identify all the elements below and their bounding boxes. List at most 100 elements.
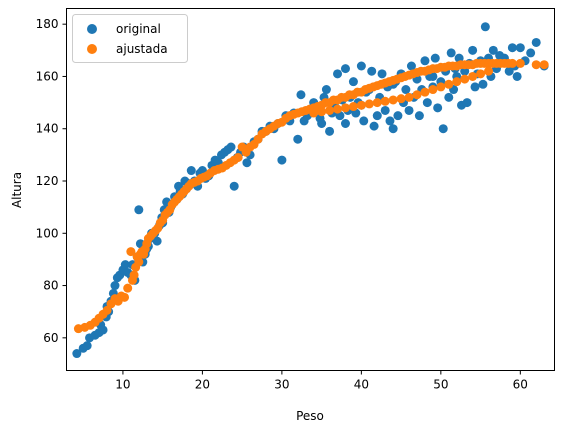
point-original — [430, 53, 440, 63]
y-tick-label: 100 — [36, 226, 59, 240]
point-ajustada — [412, 90, 422, 100]
point-ajustada — [420, 87, 430, 97]
point-ajustada — [126, 247, 136, 257]
point-ajustada — [309, 108, 319, 118]
legend-label-ajustada: ajustada — [116, 42, 168, 56]
point-ajustada — [129, 270, 139, 280]
point-ajustada — [452, 77, 462, 87]
point-ajustada — [484, 66, 494, 76]
point-original — [72, 349, 82, 359]
point-original — [414, 111, 424, 121]
y-tick-label: 180 — [36, 17, 59, 31]
point-original — [229, 181, 239, 191]
y-tick-label: 120 — [36, 174, 59, 188]
point-original — [401, 85, 411, 95]
x-axis-title: Peso — [296, 409, 324, 423]
point-original — [317, 119, 327, 128]
point-ajustada — [372, 98, 382, 108]
point-original — [120, 260, 130, 270]
point-original — [377, 69, 387, 79]
x-tick-label: 60 — [513, 378, 528, 392]
point-original — [110, 281, 120, 291]
legend-marker-original — [87, 24, 97, 34]
point-original — [515, 43, 525, 53]
point-ajustada — [539, 60, 549, 70]
point-original — [134, 205, 144, 215]
point-original — [388, 124, 398, 134]
point-ajustada — [468, 71, 478, 81]
point-original — [348, 77, 358, 87]
point-original — [321, 85, 331, 95]
point-ajustada — [396, 94, 406, 104]
point-ajustada — [348, 102, 358, 112]
y-axis-ticks: 60 80 100 120 140 160 180 — [36, 17, 67, 345]
point-ajustada — [120, 292, 130, 302]
y-tick-label: 60 — [43, 331, 58, 345]
legend-label-original: original — [116, 22, 161, 36]
point-original — [480, 22, 490, 32]
point-original — [428, 71, 438, 81]
points-layer — [72, 22, 549, 359]
x-tick-label: 10 — [115, 378, 130, 392]
point-original — [420, 56, 430, 66]
point-ajustada — [333, 104, 343, 114]
point-original — [462, 98, 472, 108]
point-original — [512, 71, 522, 81]
point-original — [356, 61, 366, 71]
x-tick-label: 40 — [354, 378, 369, 392]
point-original — [438, 124, 448, 134]
y-axis-title: Altura — [10, 172, 24, 208]
point-ajustada — [364, 99, 374, 109]
point-original — [82, 341, 92, 351]
point-original — [98, 325, 108, 335]
legend: original ajustada — [72, 14, 188, 63]
y-tick-label: 80 — [43, 279, 58, 293]
point-ajustada — [380, 96, 390, 106]
point-original — [468, 45, 478, 55]
point-original — [478, 79, 488, 89]
point-original — [152, 236, 162, 246]
point-original — [470, 82, 480, 92]
point-original — [404, 105, 414, 115]
point-original — [446, 48, 456, 58]
point-original — [340, 64, 350, 74]
point-original — [186, 166, 196, 176]
point-original — [433, 103, 443, 113]
point-ajustada — [515, 58, 525, 68]
point-original — [422, 98, 432, 108]
point-ajustada — [340, 103, 350, 113]
point-original — [507, 43, 517, 53]
point-ajustada — [134, 257, 144, 267]
x-tick-label: 50 — [433, 378, 448, 392]
legend-box — [72, 14, 188, 63]
x-tick-label: 30 — [274, 378, 289, 392]
legend-marker-ajustada — [87, 44, 97, 54]
plot-frame — [66, 8, 555, 371]
point-original — [526, 48, 536, 58]
point-ajustada — [123, 283, 133, 293]
point-ajustada — [460, 74, 470, 84]
point-original — [242, 158, 252, 168]
point-ajustada — [428, 85, 438, 95]
point-ajustada — [507, 58, 517, 68]
point-original — [340, 119, 350, 128]
point-original — [325, 126, 335, 136]
point-original — [406, 61, 416, 71]
point-original — [359, 116, 369, 126]
point-ajustada — [531, 60, 541, 70]
point-ajustada — [404, 92, 414, 102]
point-ajustada — [102, 305, 112, 315]
x-tick-label: 20 — [195, 378, 210, 392]
point-original — [372, 111, 382, 121]
point-original — [393, 111, 403, 121]
y-tick-label: 140 — [36, 122, 59, 136]
point-original — [531, 37, 541, 47]
point-original — [226, 142, 236, 152]
point-ajustada — [317, 107, 327, 117]
y-tick-label: 160 — [36, 69, 59, 83]
point-ajustada — [436, 82, 446, 92]
point-original — [277, 155, 287, 165]
point-original — [385, 116, 395, 126]
point-ajustada — [444, 79, 454, 89]
